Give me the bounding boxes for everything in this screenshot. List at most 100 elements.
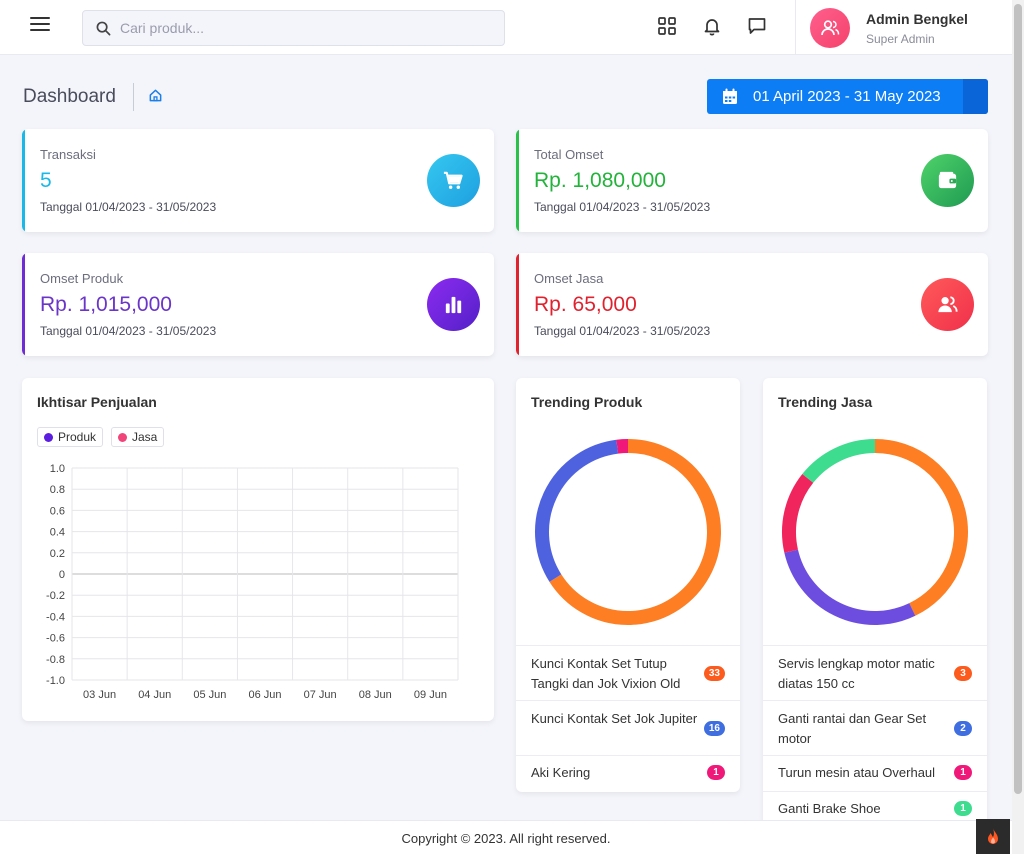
theme-customizer-button[interactable]: [976, 819, 1010, 854]
count-badge: 1: [954, 801, 972, 816]
page-title: Dashboard: [23, 86, 116, 107]
panel-title: Trending Jasa: [778, 394, 873, 410]
date-range-dropdown-toggle[interactable]: [963, 79, 988, 114]
donut-slice[interactable]: [549, 439, 721, 625]
accent-bar: [22, 129, 25, 232]
users-icon: [938, 296, 958, 313]
item-label: Servis lengkap motor matic diatas 150 cc: [778, 656, 935, 691]
trending-produk-panel: Trending Produk Kunci Kontak Set Tutup T…: [516, 378, 740, 792]
trending-produk-item[interactable]: Kunci Kontak Set Jok Jupiter 16: [516, 700, 740, 755]
search-box: [82, 10, 505, 46]
trending-produk-item[interactable]: Aki Kering 1: [516, 755, 740, 792]
y-tick-label: -1.0: [46, 675, 65, 687]
bell-icon[interactable]: [702, 16, 724, 38]
trending-jasa-item[interactable]: Servis lengkap motor matic diatas 150 cc…: [763, 645, 987, 700]
x-tick-label: 05 Jun: [193, 689, 226, 701]
wallet-icon: [938, 171, 957, 189]
y-tick-label: -0.4: [46, 611, 65, 623]
trending-jasa-item[interactable]: Ganti Brake Shoe 1: [763, 791, 987, 828]
avatar[interactable]: [810, 8, 850, 48]
legend-produk[interactable]: Produk: [37, 427, 104, 447]
hamburger-line: [30, 23, 50, 25]
count-badge: 16: [703, 721, 725, 736]
trending-produk-item[interactable]: Kunci Kontak Set Tutup Tangki dan Jok Vi…: [516, 645, 740, 700]
hamburger-line: [30, 29, 50, 31]
sales-overview-panel: Ikhtisar Penjualan Produk Jasa 1.0 0.8 0.6…: [22, 378, 494, 721]
stat-card-transaksi: Transaksi 5 Tanggal 01/04/2023 - 31/05/2…: [22, 129, 494, 232]
trending-jasa-item[interactable]: Turun mesin atau Overhaul 1: [763, 755, 987, 791]
stat-card-omset-produk: Omset Produk Rp. 1,015,000 Tanggal 01/04…: [22, 253, 494, 356]
donut-slice[interactable]: [802, 439, 876, 483]
stat-card-omset-jasa: Omset Jasa Rp. 65,000 Tanggal 01/04/2023…: [516, 253, 988, 356]
calendar-icon: [723, 88, 737, 104]
sales-line-chart: 1.0 0.8 0.6 0.4 0.2 0 -0.2 -0.4 -0.6 -0.8 -1.0 03 J…: [46, 463, 459, 701]
user-name[interactable]: Admin Bengkel: [866, 11, 968, 27]
bar-chart-icon: [445, 296, 462, 314]
stat-label: Omset Jasa: [534, 271, 604, 286]
trending-jasa-donut: [782, 439, 968, 625]
stat-label: Omset Produk: [40, 271, 124, 286]
y-tick-label: 1.0: [50, 463, 65, 475]
fire-icon: [988, 828, 998, 844]
donut-slice[interactable]: [874, 439, 968, 616]
chat-icon[interactable]: [747, 16, 769, 38]
stat-value: 5: [40, 169, 52, 192]
cart-icon: [443, 171, 463, 189]
trending-jasa-panel: Trending Jasa Servis lengkap motor matic…: [763, 378, 987, 828]
stat-date: Tanggal 01/04/2023 - 31/05/2023: [534, 324, 711, 338]
stat-card-total-omset: Total Omset Rp. 1,080,000 Tanggal 01/04/…: [516, 129, 988, 232]
item-label: Ganti Brake Shoe: [778, 801, 881, 816]
stat-date: Tanggal 01/04/2023 - 31/05/2023: [40, 200, 217, 214]
y-tick-label: -0.6: [46, 633, 65, 645]
donut-slice[interactable]: [616, 439, 629, 454]
home-icon[interactable]: [148, 88, 163, 108]
donut-slice[interactable]: [784, 549, 916, 625]
donut-hole: [549, 453, 707, 611]
date-range-button[interactable]: 01 April 2023 - 31 May 2023: [707, 79, 988, 114]
topbar-divider: [795, 0, 796, 55]
legend-dot: [118, 433, 127, 442]
x-tick-label: 03 Jun: [83, 689, 116, 701]
item-label: Kunci Kontak Set Jok Jupiter: [531, 711, 698, 726]
apps-grid-icon[interactable]: [657, 16, 679, 38]
menu-toggle-button[interactable]: [30, 17, 50, 35]
hamburger-line: [30, 17, 50, 19]
stat-icon-circle: [921, 154, 974, 207]
donut-slice[interactable]: [535, 439, 619, 582]
stat-label: Transaksi: [40, 147, 96, 162]
item-label: Kunci Kontak Set Tutup Tangki dan Jok Vi…: [531, 656, 681, 691]
x-tick-label: 06 Jun: [248, 689, 281, 701]
donut-hole: [796, 453, 954, 611]
donut-slice[interactable]: [782, 474, 814, 553]
stat-date: Tanggal 01/04/2023 - 31/05/2023: [40, 324, 217, 338]
trending-jasa-item[interactable]: Ganti rantai dan Gear Set motor 2: [763, 700, 987, 755]
y-tick-label: 0.2: [50, 548, 65, 560]
x-tick-label: 04 Jun: [138, 689, 171, 701]
y-tick-label: 0.4: [50, 527, 65, 539]
user-icon: [821, 20, 840, 36]
count-badge: 2: [954, 721, 972, 736]
panel-title: Trending Produk: [531, 394, 643, 410]
legend-jasa[interactable]: Jasa: [111, 427, 165, 447]
scrollbar-thumb[interactable]: [1014, 4, 1022, 794]
search-input[interactable]: [120, 11, 490, 45]
y-tick-label: -0.2: [46, 590, 65, 602]
item-label: Ganti rantai dan Gear Set motor: [778, 711, 927, 746]
legend-dot: [44, 433, 53, 442]
count-badge: 1: [954, 765, 972, 780]
date-range-label: 01 April 2023 - 31 May 2023: [753, 88, 941, 105]
search-icon: [96, 21, 111, 36]
x-tick-label: 08 Jun: [359, 689, 392, 701]
accent-bar: [22, 253, 25, 356]
user-role: Super Admin: [866, 32, 935, 46]
y-tick-label: 0: [59, 569, 65, 581]
accent-bar: [516, 253, 519, 356]
x-tick-label: 07 Jun: [304, 689, 337, 701]
count-badge: 1: [707, 765, 725, 780]
y-tick-label: -0.8: [46, 654, 65, 666]
legend-label: Jasa: [132, 430, 158, 444]
y-tick-label: 0.6: [50, 505, 65, 517]
panel-title: Ikhtisar Penjualan: [37, 394, 157, 410]
title-divider: [133, 83, 134, 111]
stat-label: Total Omset: [534, 147, 604, 162]
